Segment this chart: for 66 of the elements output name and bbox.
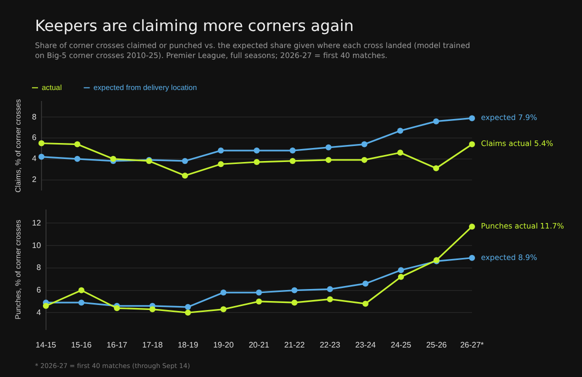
y-tick-label: 8 — [36, 263, 42, 272]
x-tick-label: 15-16 — [71, 340, 92, 350]
point — [326, 286, 333, 292]
point — [469, 254, 475, 261]
point — [256, 298, 262, 304]
point — [326, 296, 333, 302]
point — [290, 148, 296, 154]
y-tick-label: 6 — [36, 285, 42, 294]
point — [398, 267, 404, 274]
point — [38, 154, 44, 160]
point — [469, 115, 475, 122]
point — [397, 128, 404, 134]
y-tick-label: 4 — [32, 154, 37, 164]
point — [256, 290, 262, 296]
point — [291, 300, 298, 306]
point — [361, 141, 368, 148]
x-tick-label: 22-23 — [320, 340, 341, 350]
x-tick-label: 16-17 — [106, 340, 128, 350]
x-tick-label: 21-22 — [284, 340, 306, 350]
x-tick-label: 19-20 — [213, 340, 234, 350]
point — [74, 141, 80, 148]
x-tick-label: 17-18 — [142, 340, 164, 350]
point — [184, 304, 191, 310]
point — [182, 158, 188, 164]
point — [325, 144, 332, 150]
y-tick-label: 6 — [32, 133, 37, 142]
point — [149, 306, 156, 312]
point — [220, 290, 226, 296]
point — [254, 148, 260, 154]
x-tick-label: 14-15 — [36, 340, 57, 350]
x-tick-label: 26-27* — [460, 340, 484, 350]
point — [42, 302, 49, 309]
point — [291, 287, 298, 294]
point — [362, 280, 368, 287]
point — [218, 148, 224, 154]
point — [433, 165, 440, 172]
point — [78, 300, 84, 306]
point — [469, 141, 475, 148]
point — [361, 156, 368, 163]
chart-title: Keepers are claiming more corners again — [35, 17, 354, 35]
point — [362, 300, 368, 307]
point — [114, 305, 120, 312]
y-tick-label: 4 — [36, 308, 42, 317]
y-tick-label: 8 — [32, 112, 37, 122]
point — [290, 158, 296, 164]
x-tick-label: 25-26 — [426, 340, 448, 350]
x-tick-label: 24-25 — [390, 340, 412, 350]
point — [78, 287, 84, 294]
point — [38, 140, 44, 146]
y-tick-label: 12 — [32, 218, 42, 228]
y-tick-label: 2 — [32, 174, 37, 184]
x-tick-label: 18-19 — [178, 340, 199, 350]
y-tick-label: 10 — [32, 240, 42, 250]
x-tick-label: 23-24 — [355, 340, 376, 350]
point — [74, 156, 80, 162]
point — [398, 274, 404, 280]
point — [220, 306, 226, 312]
point — [218, 161, 224, 168]
point — [433, 118, 440, 124]
point — [325, 156, 332, 163]
point — [182, 172, 188, 179]
point — [397, 150, 404, 156]
x-tick-label: 20-21 — [248, 340, 270, 350]
point — [184, 310, 191, 316]
point — [469, 224, 475, 230]
point — [254, 159, 260, 166]
